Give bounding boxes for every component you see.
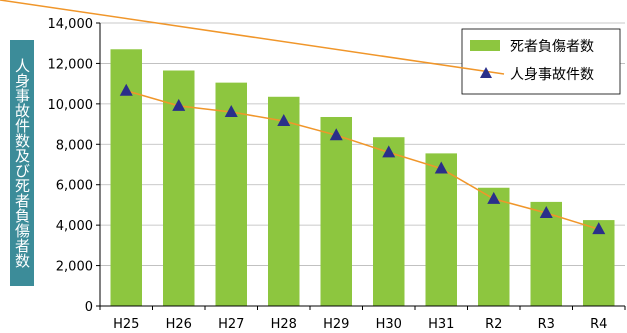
bar-series (110, 49, 615, 307)
x-tick-label: H28 (271, 317, 297, 332)
line-point (487, 191, 501, 204)
line-point (119, 83, 133, 96)
y-tick-label: 12,000 (48, 57, 94, 72)
bar (320, 116, 352, 306)
bar (583, 220, 615, 306)
x-tick-label: R4 (590, 317, 607, 332)
x-tick-label: R2 (485, 317, 502, 332)
x-tick-label: R3 (538, 317, 555, 332)
line-point (277, 114, 291, 127)
legend-line-swatch (0, 0, 505, 75)
bar (215, 82, 247, 306)
line-point (172, 98, 186, 111)
legend-frame (461, 28, 621, 95)
legend-line-label: 人身事故件数 (510, 67, 594, 83)
y-tick-labels: 0 2,000 4,000 6,000 8,000 10,000 12,000 14,000 (48, 17, 94, 315)
x-tick-label: H26 (166, 317, 192, 332)
y-tick-label: 2,000 (56, 260, 93, 275)
legend-bar-swatch (470, 40, 500, 51)
bar (268, 96, 300, 307)
line-point (329, 128, 343, 141)
line-point (224, 104, 238, 117)
axes (96, 22, 626, 310)
x-tick-label: H30 (376, 317, 402, 332)
line-point (592, 222, 606, 235)
line-point (382, 145, 396, 158)
bar (425, 153, 457, 306)
line-point (539, 206, 553, 219)
x-tick-labels: H25 H26 H27 H28 H29 H30 H31 R2 R3 R4 (113, 317, 607, 332)
y-tick-label: 14,000 (48, 17, 94, 32)
y-tick-label: 10,000 (48, 98, 94, 113)
line-series (119, 83, 606, 235)
y-tick-label: 4,000 (56, 219, 93, 234)
legend: 死者負傷者数 人身事故件数 (0, 0, 621, 95)
x-tick-label: H31 (428, 317, 454, 332)
y-tick-label: 8,000 (56, 138, 93, 153)
bar (373, 137, 405, 306)
y-tick-label: 6,000 (56, 179, 93, 194)
x-tick-label: H25 (113, 317, 139, 332)
legend-bar-label: 死者負傷者数 (510, 39, 594, 55)
bar (478, 187, 510, 306)
y-tick-label: 0 (85, 300, 93, 315)
x-tick-label: H29 (323, 317, 349, 332)
bar (530, 201, 562, 306)
y-axis-label: 人身事故件数及び死者負傷者数 (13, 58, 31, 268)
x-tick-label: H27 (218, 317, 244, 332)
series-line (126, 89, 599, 230)
legend-line-marker (480, 67, 492, 78)
y-axis-label-box: 人身事故件数及び死者負傷者数 (10, 40, 34, 286)
line-point (434, 161, 448, 174)
